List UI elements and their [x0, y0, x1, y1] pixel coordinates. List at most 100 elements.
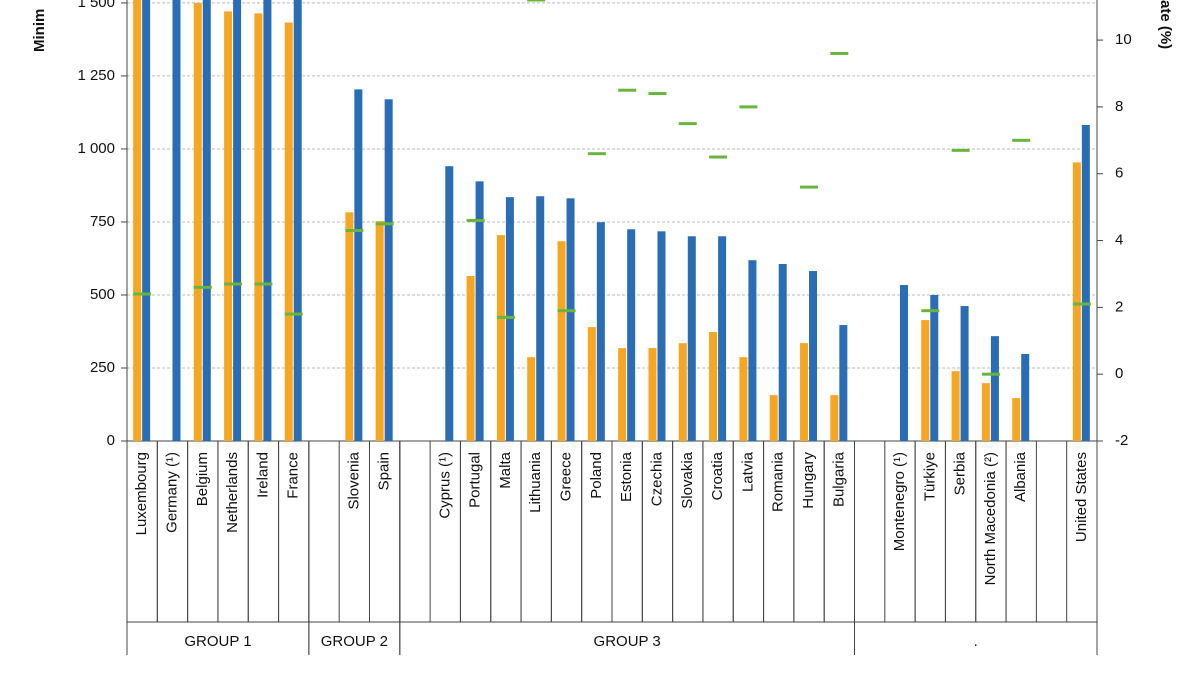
x-tick-label: Czechia: [648, 451, 665, 506]
rate-marker: [951, 148, 970, 152]
y-tick-label: 1 250: [77, 67, 115, 84]
rate-marker: [981, 372, 1000, 376]
bar: [800, 343, 809, 441]
bar: [627, 229, 636, 441]
bar: [709, 332, 718, 441]
bar: [375, 221, 384, 441]
y-axis-title: Minim: [31, 9, 48, 52]
bar: [981, 383, 990, 441]
bar: [990, 336, 999, 441]
bar: [1021, 353, 1030, 441]
x-tick-label: Türkiye: [921, 452, 938, 501]
bar: [587, 327, 596, 441]
x-tick-label: France: [285, 452, 302, 499]
x-tick-label: Slovenia: [345, 451, 362, 509]
x-tick-label: Germany (¹): [163, 452, 180, 533]
rate-marker: [830, 51, 849, 55]
x-tick-label: Greece: [558, 452, 575, 501]
rate-marker: [1072, 302, 1091, 306]
bar: [1072, 162, 1081, 441]
bar: [951, 371, 960, 441]
rate-marker: [587, 152, 606, 156]
bar: [142, 0, 151, 441]
bar: [505, 197, 514, 441]
y-tick-label: 0: [107, 432, 115, 449]
bar: [384, 99, 393, 442]
bar: [960, 306, 969, 441]
bar: [657, 231, 666, 441]
bar: [930, 294, 939, 441]
bar: [769, 395, 778, 441]
group-label: .: [974, 633, 978, 650]
y-tick-label: 1 500: [77, 0, 115, 11]
bar: [172, 0, 181, 441]
x-tick-label: Netherlands: [224, 452, 241, 533]
bar: [618, 348, 627, 441]
y2-tick-label: 0: [1115, 365, 1123, 382]
group-label: GROUP 3: [594, 633, 661, 650]
bar: [899, 285, 908, 441]
bar: [202, 0, 211, 441]
rate-marker: [527, 0, 546, 2]
rate-marker: [345, 229, 364, 233]
x-tick-label: Portugal: [467, 452, 484, 508]
bar: [263, 0, 272, 441]
rate-marker: [800, 185, 819, 189]
rate-marker: [618, 88, 637, 92]
bar: [687, 236, 696, 441]
rate-marker: [678, 122, 697, 126]
bar: [193, 2, 202, 441]
bar: [233, 0, 242, 441]
bar: [830, 395, 839, 441]
bar: [527, 357, 536, 441]
bar: [748, 260, 757, 441]
bar: [293, 0, 302, 441]
y2-tick-label: -2: [1115, 432, 1128, 449]
y2-tick-label: 8: [1115, 98, 1123, 115]
bar: [445, 166, 454, 441]
bar: [648, 348, 657, 441]
bar: [354, 89, 363, 441]
y2-tick-label: 4: [1115, 232, 1123, 249]
bar: [557, 241, 566, 441]
x-tick-label: Spain: [376, 452, 393, 490]
x-tick-label: Luxembourg: [133, 452, 150, 535]
bar: [1012, 398, 1021, 441]
bar: [224, 11, 233, 441]
rate-marker: [648, 92, 667, 96]
x-tick-label: Slovakia: [679, 451, 696, 508]
x-tick-label: Latvia: [739, 451, 756, 492]
x-tick-label: United States: [1073, 452, 1090, 542]
bar: [739, 357, 748, 441]
y-tick-label: 500: [90, 286, 115, 303]
x-tick-label: Romania: [770, 451, 787, 512]
rate-marker: [557, 309, 576, 313]
x-tick-label: Albania: [1012, 451, 1029, 502]
y-tick-label: 750: [90, 213, 115, 230]
rate-marker: [375, 222, 394, 226]
bar: [921, 320, 930, 441]
bar: [475, 181, 484, 441]
y2-tick-label: 10: [1115, 31, 1132, 48]
rate-marker: [254, 282, 273, 286]
rate-marker: [466, 219, 485, 222]
y2-tick-label: 2: [1115, 298, 1123, 315]
bar: [839, 325, 848, 441]
bar: [345, 212, 354, 441]
bar: [678, 343, 687, 441]
rate-marker: [739, 105, 758, 109]
bar: [718, 236, 727, 441]
bar: [566, 198, 575, 441]
x-tick-label: Lithuania: [527, 451, 544, 513]
rate-marker: [709, 155, 728, 159]
rate-marker: [224, 282, 243, 286]
x-tick-label: North Macedonia (²): [982, 452, 999, 585]
group-label: GROUP 1: [184, 633, 251, 650]
x-tick-label: Serbia: [952, 451, 969, 495]
x-tick-label: Hungary: [800, 452, 817, 509]
y2-axis-title: ate (%): [1157, 0, 1174, 49]
rate-marker: [193, 285, 212, 289]
bar: [596, 222, 605, 441]
x-tick-label: Malta: [497, 451, 514, 488]
